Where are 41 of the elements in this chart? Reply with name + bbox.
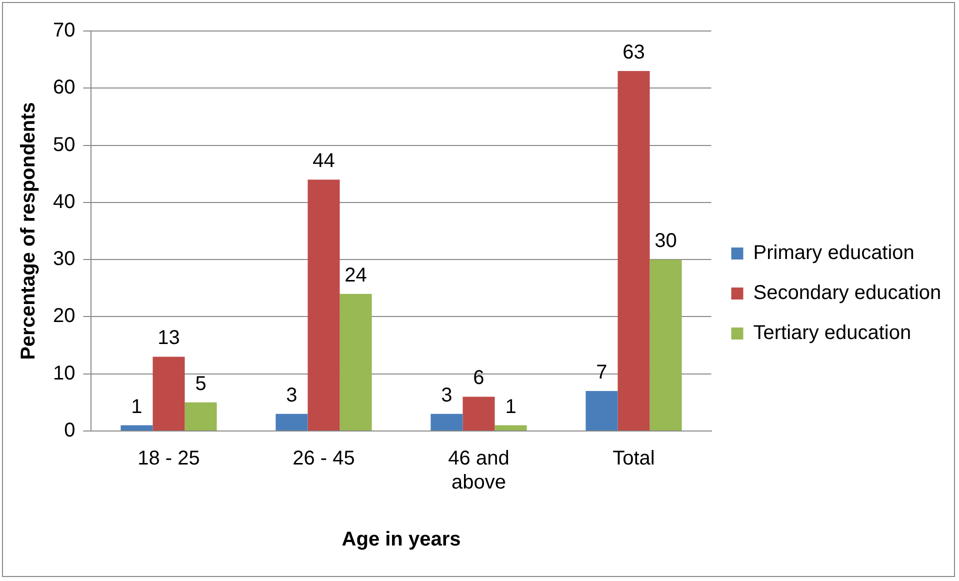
x-axis-title: Age in years <box>342 528 461 551</box>
y-tick-label: 0 <box>64 420 76 442</box>
data-label: 30 <box>654 230 677 252</box>
y-tick-label: 70 <box>52 20 76 42</box>
bar <box>308 180 340 430</box>
legend-label: Primary education <box>753 242 914 264</box>
x-tick-label: Total <box>612 448 655 470</box>
data-label: 6 <box>473 367 484 390</box>
y-axis-title: Percentage of respondents <box>18 102 40 360</box>
bar <box>340 294 372 430</box>
data-label: 24 <box>344 264 367 286</box>
bar <box>120 425 153 430</box>
bar <box>184 402 217 430</box>
data-label: 7 <box>596 362 608 384</box>
bar <box>462 396 495 430</box>
bar <box>430 414 463 430</box>
bar <box>586 391 618 430</box>
data-label: 1 <box>131 396 142 418</box>
y-tick-label: 40 <box>52 190 76 213</box>
data-label: 13 <box>158 327 180 350</box>
bar <box>152 356 185 430</box>
legend-label: Tertiary education <box>753 322 912 344</box>
y-tick-label: 20 <box>52 305 76 328</box>
x-tick-label: 26 - 45 <box>292 448 355 470</box>
data-label: 1 <box>505 396 516 418</box>
data-label: 44 <box>312 150 335 172</box>
bar <box>494 425 527 430</box>
y-tick-label: 60 <box>52 76 76 99</box>
y-tick-label: 50 <box>52 134 76 156</box>
legend-label: Secondary education <box>753 282 942 304</box>
data-label: 5 <box>195 372 206 395</box>
y-tick-label: 30 <box>52 248 76 270</box>
y-tick-label: 10 <box>52 362 76 384</box>
data-label: 3 <box>286 384 298 406</box>
data-label: 3 <box>441 384 452 406</box>
bar <box>618 71 650 430</box>
bar <box>276 414 308 430</box>
x-tick-label: 46 and above <box>448 448 510 494</box>
data-label: 63 <box>622 42 645 64</box>
x-tick-label: 18 - 25 <box>138 448 200 470</box>
bar <box>650 260 682 430</box>
